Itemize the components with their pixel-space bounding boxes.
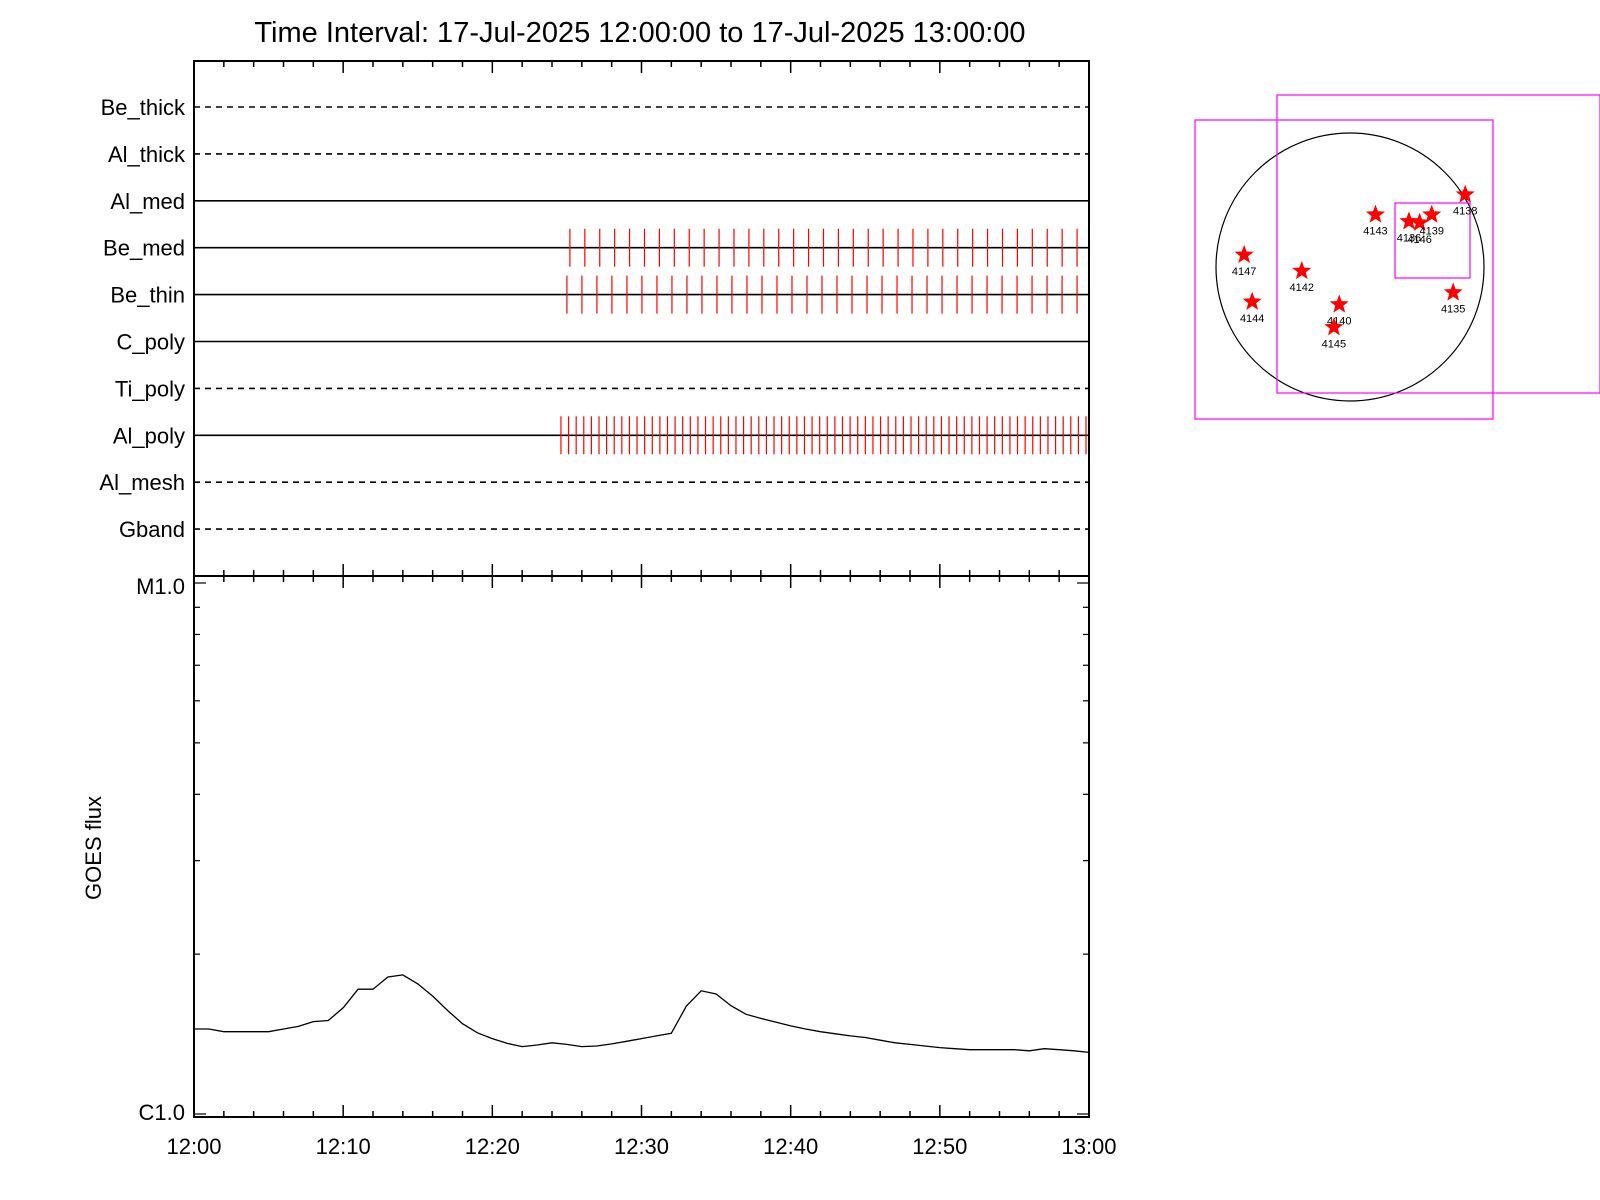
active-region-label: 4146 [1407, 234, 1431, 246]
goes-flux-line [194, 974, 1090, 1054]
filter-label: Be_thin [110, 283, 185, 308]
chart-title: Time Interval: 17-Jul-2025 12:00:00 to 1… [254, 17, 1025, 49]
goes-flux-panel: M1.0 C1.0 GOES flux 12:00 12:10 12:20 12:30… [81, 574, 1117, 1159]
goes-y-axis-label: GOES flux [81, 796, 106, 900]
filter-label: C_poly [117, 330, 185, 355]
filter-label: Al_poly [113, 423, 185, 448]
goes-y-tick-label-top: M1.0 [136, 574, 185, 599]
goes-x-tick-label: 12:40 [763, 1134, 818, 1159]
active-region-marker [1399, 211, 1419, 230]
active-region-marker [1329, 294, 1349, 313]
active-region-marker [1324, 317, 1344, 336]
fov-box-large [1194, 119, 1494, 420]
goes-x-tick-label: 12:30 [614, 1134, 669, 1159]
active-region-label: 4138 [1453, 206, 1477, 218]
filter-timeline-panel: Be_thick Al_thick Al_med Be_med Be_thin C_pol… [99, 60, 1090, 577]
fov-box-small [1394, 202, 1471, 279]
goes-frame [193, 575, 1090, 1118]
active-region-marker [1365, 204, 1385, 223]
active-region-label: 4147 [1232, 266, 1256, 278]
goes-x-tick-label: 12:00 [166, 1134, 221, 1159]
filter-label: Ti_poly [115, 376, 185, 401]
goes-x-tick-label: 13:00 [1061, 1134, 1116, 1159]
active-region-marker [1443, 282, 1463, 301]
filter-label: Be_med [103, 236, 185, 261]
active-region-label: 4143 [1363, 226, 1387, 238]
solar-limb [1215, 132, 1485, 402]
active-region-label: 4145 [1322, 338, 1346, 350]
active-region-label: 4144 [1240, 313, 1264, 325]
filter-label: Al_mesh [99, 470, 185, 495]
active-region-label: 4135 [1441, 303, 1465, 315]
active-region-marker [1242, 291, 1262, 310]
active-region-marker [1455, 184, 1475, 203]
goes-x-tick-label: 12:50 [912, 1134, 967, 1159]
fov-box-offset [1276, 94, 1600, 394]
active-region-marker [1234, 244, 1254, 263]
active-region-label: 4142 [1290, 282, 1314, 294]
active-region-label: 4139 [1419, 226, 1443, 238]
active-region-marker [1292, 261, 1312, 280]
active-region-label: 4136 [1397, 232, 1421, 244]
filter-label: Be_thick [101, 95, 186, 120]
filter-label: Al_med [110, 189, 185, 214]
goes-x-tick-label: 12:20 [465, 1134, 520, 1159]
goes-y-tick-label-bottom: C1.0 [139, 1100, 185, 1125]
timeline-frame [193, 60, 1090, 577]
active-region-marker [1410, 212, 1430, 231]
active-region-marker [1422, 204, 1442, 223]
filter-label: Al_thick [108, 142, 186, 167]
filter-label: Gband [119, 517, 185, 542]
goes-x-tick-label: 12:10 [316, 1134, 371, 1159]
